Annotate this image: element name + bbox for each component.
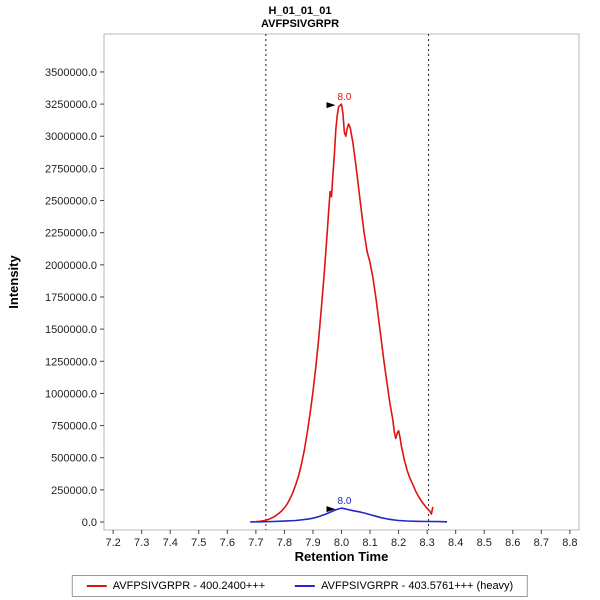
x-tick-label: 7.8 [277,537,292,549]
plot-border [103,33,580,531]
x-tick-label: 7.5 [191,537,206,549]
legend-line-swatch-blue [295,585,316,587]
legend-item-light-precursor: AVFPSIVGRPR - 400.2400+++ [86,580,266,592]
y-tick-label: 3250000.0 [45,99,97,111]
x-tick-label: 7.7 [248,537,263,549]
chromatogram-trace-0 [255,103,434,523]
x-tick-label: 8.1 [362,537,377,549]
y-tick-label: 2750000.0 [45,163,97,175]
y-tick-label: 250000.0 [51,485,97,497]
chart-title-replicate: H_01_01_01 [268,5,332,17]
peak-rt-annotation[interactable]: 8.0 [338,92,352,103]
chart-title-peptide: AVFPSIVGRPR [260,18,340,30]
x-tick-label: 7.4 [163,537,178,549]
y-tick-label: 1500000.0 [45,324,97,336]
y-tick-label: 2250000.0 [45,228,97,240]
peak-apex-arrow-icon [326,102,336,109]
x-tick-label: 8.2 [391,537,406,549]
legend-label-heavy: AVFPSIVGRPR - 403.5761+++ (heavy) [321,580,514,592]
x-tick-label: 8.6 [505,537,520,549]
legend-item-heavy-precursor: AVFPSIVGRPR - 403.5761+++ (heavy) [295,580,513,592]
x-tick-label: 8.5 [477,537,492,549]
legend-line-swatch-red [86,585,107,587]
chart-title: H_01_01_01 AVFPSIVGRPR [0,5,600,31]
peak-rt-annotation[interactable]: 8.0 [338,496,352,507]
y-tick-label: 1250000.0 [45,356,97,368]
x-tick-label: 8.3 [419,537,434,549]
y-tick-label: 750000.0 [51,421,97,433]
x-tick-label: 8.4 [448,537,463,549]
y-tick-label: 0.0 [82,517,97,529]
y-tick-label: 500000.0 [51,453,97,465]
x-tick-label: 7.3 [134,537,149,549]
x-tick-label: 8.8 [562,537,577,549]
y-tick-label: 2000000.0 [45,260,97,272]
y-tick-label: 2500000.0 [45,196,97,208]
y-tick-label: 1750000.0 [45,292,97,304]
chromatogram-trace-1 [250,507,448,523]
x-tick-label: 7.9 [305,537,320,549]
x-axis-title: Retention Time [295,549,389,564]
x-tick-label: 7.6 [220,537,235,549]
legend-label-light: AVFPSIVGRPR - 400.2400+++ [112,580,266,592]
legend: AVFPSIVGRPR - 400.2400+++ AVFPSIVGRPR - … [71,575,529,597]
peak-apex-arrow-icon [326,506,336,513]
y-tick-label: 3500000.0 [45,67,97,79]
chromatogram-plot[interactable]: 7.2 7.3 7.4 7.5 7.6 7.7 7.8 7.9 8.0 8.1 8.2 8.3 8.4 8… [0,0,600,568]
x-tick-label: 8.0 [334,537,349,549]
y-tick-label: 1000000.0 [45,388,97,400]
x-tick-label: 7.2 [105,537,120,549]
y-axis-title: Intensity [6,255,21,309]
x-tick-label: 8.7 [534,537,549,549]
y-tick-label: 3000000.0 [45,131,97,143]
